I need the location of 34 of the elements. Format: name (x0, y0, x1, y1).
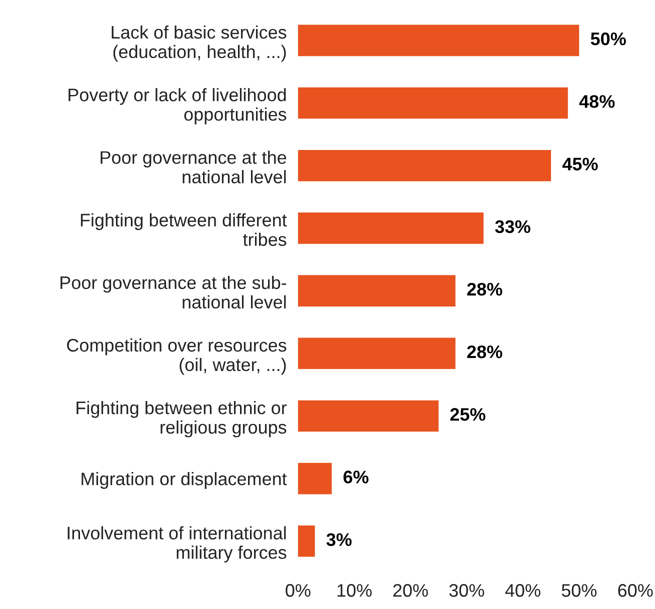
data-label: 25% (450, 408, 486, 421)
y-tick-label: Fighting between different tribes (80, 213, 287, 246)
x-tick-label: 0% (286, 584, 310, 597)
bar (298, 212, 484, 244)
y-tick-label: Involvement of international military forces (68, 526, 286, 562)
bar (298, 526, 315, 557)
bar (298, 338, 456, 370)
y-tick-label: Fighting between ethnic or religious groups (76, 401, 287, 438)
bar (298, 24, 580, 56)
data-label: 6% (344, 470, 368, 484)
y-tick-label: Poor governance at the national level (100, 150, 286, 184)
data-label: 28% (467, 345, 502, 358)
bar (298, 150, 552, 182)
y-tick-label: Lack of basic services (education, health, ...) (112, 25, 286, 62)
data-label: 48% (579, 95, 615, 108)
y-tick-label: Migration or displacement (82, 472, 287, 489)
data-label: 50% (590, 32, 626, 46)
x-tick-label: 30% (449, 584, 484, 597)
y-tick-label: Competition over resources (oil, water, ...) (67, 338, 286, 375)
data-label: 28% (467, 282, 502, 296)
data-label: 45% (562, 158, 598, 170)
x-tick-label: 20% (393, 584, 428, 597)
bar (298, 400, 439, 432)
x-tick-label: 10% (338, 584, 372, 597)
bar (298, 87, 568, 119)
x-tick-label: 60% (618, 584, 653, 597)
x-tick-label: 40% (505, 584, 540, 597)
bar (298, 275, 456, 306)
y-tick-label: Poverty or lack of livelihood opportunities (68, 88, 286, 124)
bar (298, 462, 332, 494)
data-label: 33% (495, 220, 530, 234)
y-tick-label: Poor governance at the sub- national level (60, 276, 286, 309)
x-tick-label: 50% (562, 584, 597, 597)
data-label: 3% (326, 533, 352, 546)
